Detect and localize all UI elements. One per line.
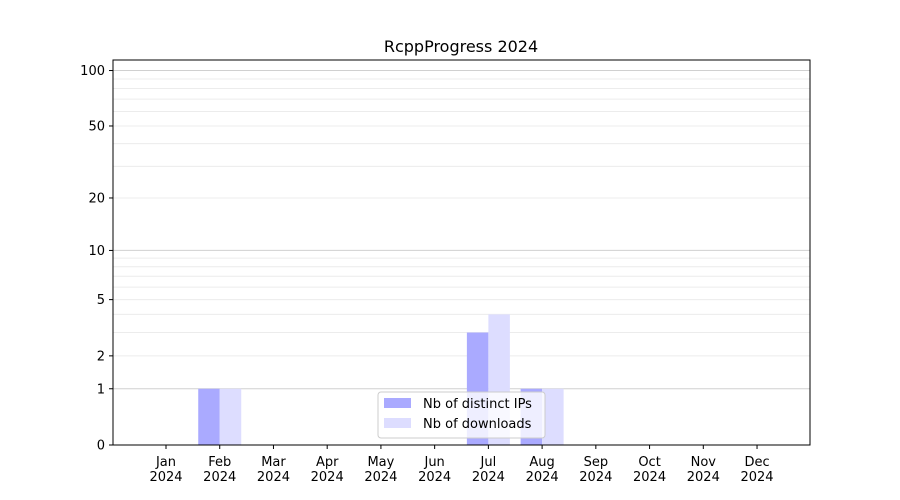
x-tick-label: 2024 — [257, 470, 290, 485]
y-tick-label: 0 — [97, 439, 105, 454]
x-tick-label: Nov — [691, 455, 717, 470]
y-tick-label: 10 — [88, 244, 105, 259]
bar — [542, 388, 564, 445]
x-tick-label: 2024 — [633, 470, 666, 485]
legend-box — [377, 391, 546, 439]
y-tick-label: 1 — [97, 382, 105, 397]
x-tick-label: 2024 — [526, 470, 559, 485]
legend-label: Nb of downloads — [423, 417, 532, 432]
y-tick-label: 20 — [88, 191, 105, 206]
bar — [219, 388, 242, 445]
x-tick-label: 2024 — [149, 470, 182, 485]
x-tick-label: 2024 — [418, 470, 451, 485]
x-tick-label: 2024 — [364, 470, 397, 485]
legend-swatch — [384, 398, 411, 408]
y-tick-label: 100 — [80, 64, 105, 79]
x-tick-label: 2024 — [311, 470, 344, 485]
x-tick-label: Mar — [261, 455, 286, 470]
x-tick-label: Feb — [208, 455, 231, 470]
chart-title: RcppProgress 2024 — [384, 37, 538, 56]
x-tick-label: 2024 — [687, 470, 720, 485]
x-tick-label: Jan — [155, 455, 176, 470]
x-tick-label: Aug — [529, 455, 554, 470]
legend: Nb of distinct IPs Nb of downloads — [377, 391, 546, 439]
legend-label: Nb of distinct IPs — [423, 397, 532, 412]
bar — [198, 388, 220, 445]
x-tick-label: Apr — [316, 455, 339, 470]
x-tick-label: 2024 — [203, 470, 236, 485]
y-tick-label: 50 — [88, 119, 105, 134]
x-tick-label: Oct — [638, 455, 660, 470]
x-tick-label: May — [367, 455, 394, 470]
y-tick-label: 5 — [97, 293, 105, 308]
x-tick-label: Sep — [584, 455, 609, 470]
x-tick-label: 2024 — [740, 470, 773, 485]
x-tick-label: Jul — [480, 455, 497, 470]
plot-frame — [112, 59, 811, 446]
y-tick-label: 2 — [97, 349, 105, 364]
x-tick-label: Jun — [423, 455, 444, 470]
x-tick-label: 2024 — [472, 470, 505, 485]
x-tick-label: Dec — [744, 455, 769, 470]
legend-swatch — [384, 418, 411, 428]
x-tick-label: 2024 — [579, 470, 612, 485]
